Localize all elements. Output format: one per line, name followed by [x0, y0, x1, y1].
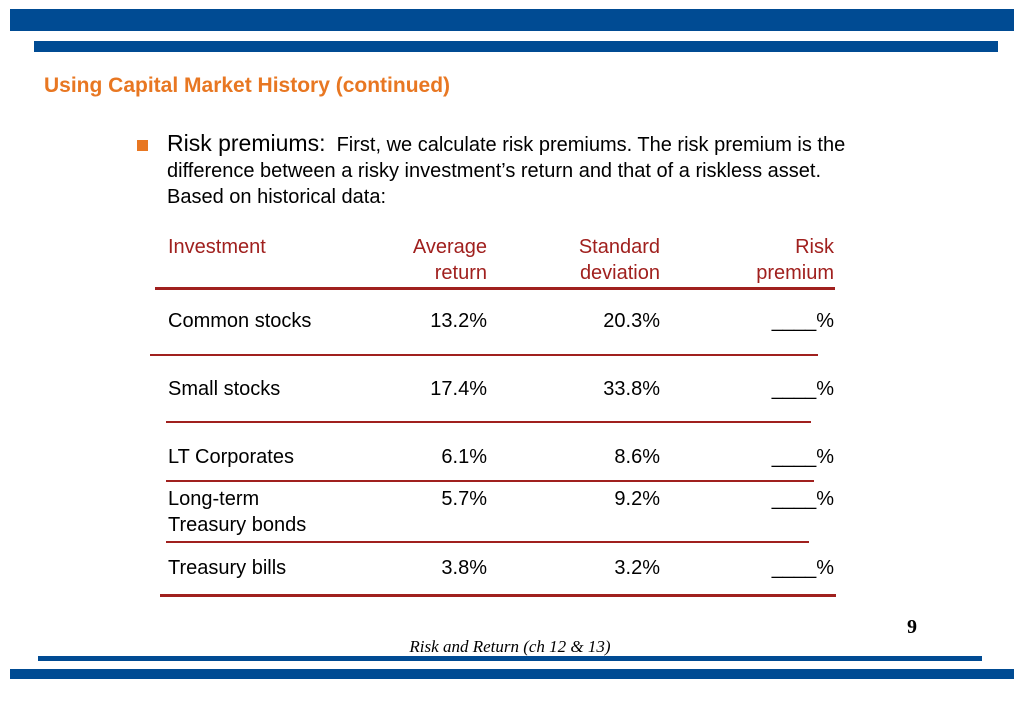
row-average-return: 17.4% [430, 378, 487, 400]
bottom-band-thin [38, 656, 982, 661]
row-divider [166, 541, 809, 543]
slide-title: Using Capital Market History (continued) [44, 74, 451, 97]
header-risk-line2: premium [756, 262, 834, 284]
row-risk-premium: ____% [771, 378, 834, 400]
row-investment-name: LT Corporates [168, 446, 294, 468]
top-band-thin [34, 41, 998, 52]
row-average-return: 5.7% [441, 488, 487, 510]
row-standard-deviation: 9.2% [614, 488, 660, 510]
row-average-return: 3.8% [441, 557, 487, 579]
bullet-body: First, we calculate risk premiums. The r… [167, 134, 846, 208]
square-bullet-icon [137, 140, 148, 151]
header-risk-premium: Risk premium [694, 234, 834, 286]
header-standard-line1: Standard [578, 236, 660, 258]
row-investment-name: Long-term Treasury bonds [168, 486, 306, 538]
row-average-return: 13.2% [430, 310, 487, 332]
row-investment-name: Treasury bills [168, 557, 287, 579]
row-divider [150, 354, 818, 356]
header-average-line1: Average [412, 236, 487, 258]
header-average-return: Average return [347, 234, 487, 286]
header-standard-line2: deviation [579, 262, 660, 284]
row-risk-premium: ____% [771, 446, 834, 468]
row-risk-premium: ____% [771, 488, 834, 510]
row-standard-deviation: 3.2% [614, 557, 660, 579]
page-number: 9 [907, 616, 917, 638]
row-average-return: 6.1% [441, 446, 487, 468]
header-standard-deviation: Standard deviation [520, 234, 660, 286]
bottom-band-thick [10, 669, 1014, 679]
header-average-line2: return [434, 262, 487, 284]
row-standard-deviation: 33.8% [603, 378, 660, 400]
bullet-item: Risk premiums: First, we calculate risk … [137, 130, 867, 210]
top-band-thick [10, 9, 1014, 31]
header-divider [155, 287, 835, 290]
row-name-line2: Treasury bonds [168, 514, 307, 536]
table-bottom-rule [160, 594, 836, 597]
row-investment-name: Common stocks [168, 310, 312, 332]
row-name-line1: Long-term [168, 488, 260, 510]
bullet-lead: Risk premiums: [167, 130, 326, 156]
row-divider [166, 480, 814, 482]
row-investment-name: Small stocks [168, 378, 281, 400]
row-standard-deviation: 20.3% [603, 310, 660, 332]
row-divider [166, 421, 811, 423]
row-standard-deviation: 8.6% [614, 446, 660, 468]
header-investment: Investment [168, 236, 266, 258]
row-risk-premium: ____% [771, 557, 834, 579]
footer-text: Risk and Return (ch 12 & 13) [409, 637, 611, 656]
row-risk-premium: ____% [771, 310, 834, 332]
bullet-text: Risk premiums: First, we calculate risk … [167, 130, 867, 210]
header-risk-line1: Risk [795, 236, 834, 258]
